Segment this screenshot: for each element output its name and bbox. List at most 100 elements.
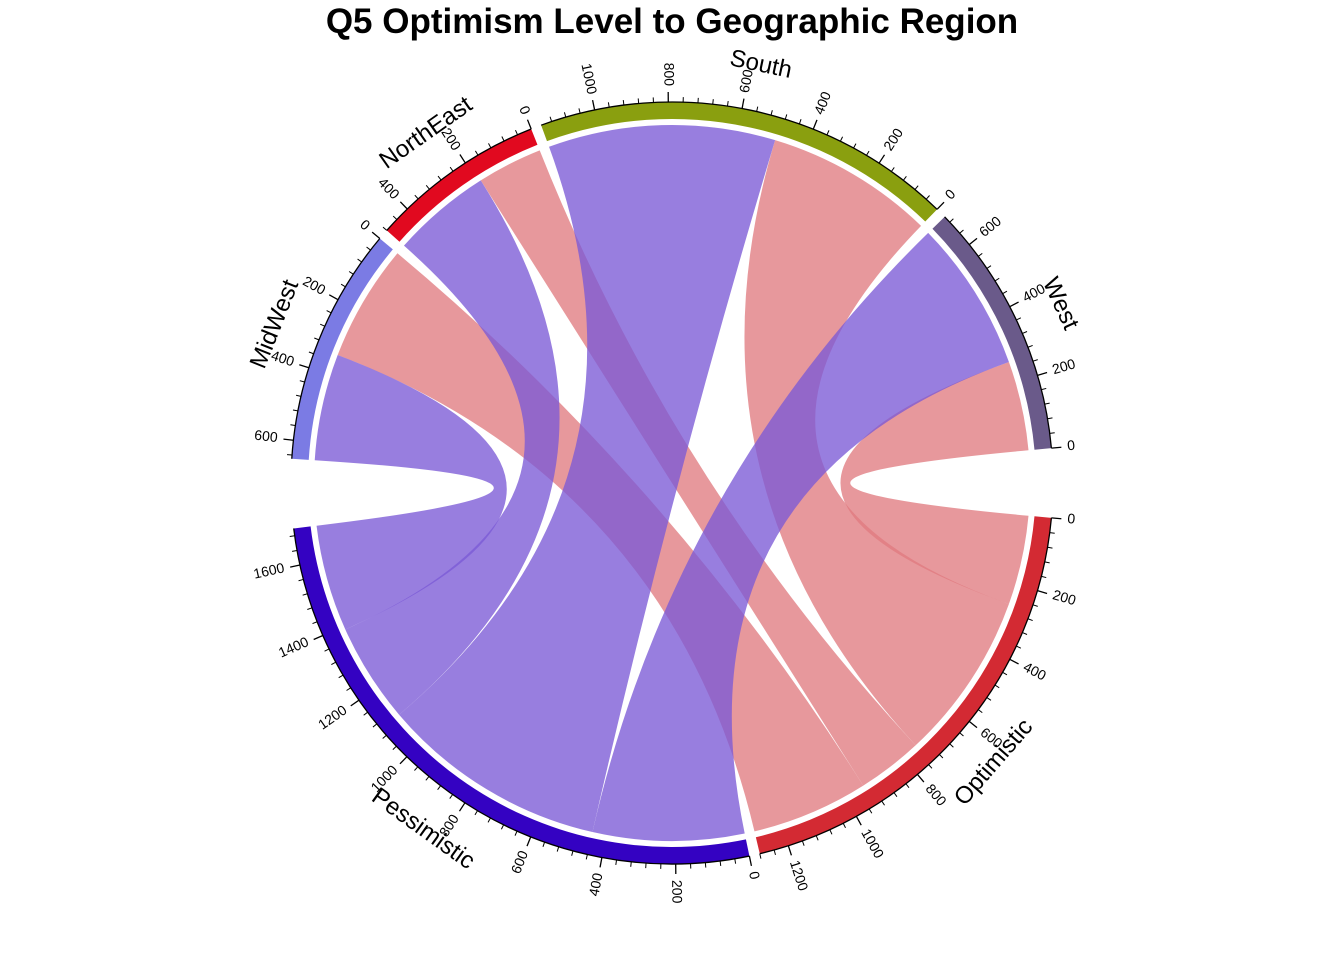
minor-tick-pessimistic xyxy=(338,674,344,679)
minor-tick-west xyxy=(1002,290,1008,295)
sector-arc-optimistic xyxy=(755,516,1052,854)
minor-tick-northeast xyxy=(515,129,518,135)
tick-label-west: 0 xyxy=(1066,437,1075,454)
link-pessimistic-to-west xyxy=(592,232,1009,841)
tick-label-pessimistic: 400 xyxy=(586,871,606,897)
major-tick-pessimistic xyxy=(599,857,603,868)
sector-axis-south xyxy=(540,101,938,210)
major-tick-northeast xyxy=(459,154,466,164)
minor-tick-pessimistic xyxy=(346,687,352,691)
major-tick-optimistic xyxy=(916,773,925,783)
link-pessimistic-to-midwest xyxy=(314,355,507,630)
major-tick-west xyxy=(1051,446,1062,449)
minor-tick-midwest xyxy=(357,258,362,263)
minor-tick-pessimistic xyxy=(425,776,430,781)
minor-tick-west xyxy=(986,265,992,269)
minor-tick-optimistic xyxy=(815,835,819,841)
minor-tick-midwest xyxy=(295,394,302,397)
major-tick-pessimistic xyxy=(458,802,466,812)
sector-axis-west xyxy=(944,216,1053,449)
minor-tick-south xyxy=(839,136,844,142)
minor-tick-south xyxy=(902,176,907,181)
minor-tick-pessimistic xyxy=(414,766,419,771)
tick-label-pessimistic: 0 xyxy=(746,870,763,881)
minor-tick-west xyxy=(1044,402,1050,405)
minor-tick-northeast xyxy=(425,185,430,190)
sector-label-midwest: MidWest xyxy=(245,276,305,373)
tick-label-midwest: 600 xyxy=(254,427,279,446)
tick-label-south: 600 xyxy=(736,68,756,94)
minor-tick-west xyxy=(1016,317,1022,321)
minor-tick-pessimistic xyxy=(372,723,378,728)
minor-tick-west xyxy=(959,229,964,234)
minor-tick-pessimistic xyxy=(571,850,574,856)
tick-label-south: 0 xyxy=(942,186,959,203)
major-tick-pessimistic xyxy=(350,699,360,707)
minor-tick-northeast xyxy=(382,226,388,231)
minor-tick-pessimistic xyxy=(289,535,295,537)
minor-tick-pessimistic xyxy=(307,607,313,610)
major-tick-optimistic xyxy=(787,845,793,856)
sector-axis-pessimistic xyxy=(293,528,750,865)
minor-tick-west xyxy=(1047,417,1053,420)
chart-title: Q5 Optimism Level to Geographic Region xyxy=(325,2,1019,41)
minor-tick-pessimistic xyxy=(615,859,618,865)
minor-tick-optimistic xyxy=(977,709,983,714)
minor-tick-optimistic xyxy=(1016,645,1022,649)
minor-tick-optimistic xyxy=(893,792,898,797)
minor-tick-optimistic xyxy=(1041,575,1047,579)
tick-label-south: 1000 xyxy=(578,62,600,96)
minor-tick-south xyxy=(549,116,553,122)
tick-label-midwest: 0 xyxy=(357,216,373,233)
minor-tick-pessimistic xyxy=(392,745,397,750)
major-tick-optimistic xyxy=(968,720,978,729)
sector-axis-optimistic xyxy=(759,517,1053,855)
major-tick-pessimistic xyxy=(526,836,532,847)
major-tick-midwest xyxy=(283,438,294,441)
minor-tick-optimistic xyxy=(801,840,805,846)
major-tick-pessimistic xyxy=(313,634,324,641)
minor-tick-midwest xyxy=(308,351,314,355)
sector-arc-west xyxy=(932,216,1052,450)
minor-tick-south xyxy=(914,185,919,190)
minor-tick-optimistic xyxy=(1047,546,1053,549)
minor-tick-optimistic xyxy=(939,754,944,759)
minor-tick-pessimistic xyxy=(324,648,330,652)
major-tick-west xyxy=(1037,371,1048,376)
major-tick-midwest xyxy=(371,231,381,239)
minor-tick-west xyxy=(1027,344,1033,348)
minor-tick-midwest xyxy=(290,424,296,427)
major-tick-optimistic xyxy=(1051,517,1062,520)
sector-arc-midwest xyxy=(291,238,393,460)
major-tick-south xyxy=(812,119,818,130)
minor-tick-west xyxy=(1022,331,1028,334)
tick-label-pessimistic: 200 xyxy=(669,880,685,904)
minor-tick-northeast xyxy=(414,194,419,200)
minor-tick-south xyxy=(607,102,610,108)
minor-tick-pessimistic xyxy=(719,860,722,866)
minor-tick-pessimistic xyxy=(292,549,298,552)
minor-tick-south xyxy=(622,100,625,106)
tick-label-south: 200 xyxy=(880,125,906,153)
minor-tick-midwest xyxy=(340,283,346,288)
tick-label-pessimistic: 1600 xyxy=(252,559,286,581)
major-tick-south xyxy=(741,98,745,109)
minor-tick-south xyxy=(756,106,759,112)
minor-tick-optimistic xyxy=(986,697,992,701)
minor-tick-south xyxy=(925,195,930,200)
minor-tick-west xyxy=(1032,359,1038,362)
minor-tick-optimistic xyxy=(1032,604,1038,607)
minor-tick-optimistic xyxy=(1049,532,1055,534)
minor-tick-south xyxy=(563,112,567,118)
tick-label-optimistic: 400 xyxy=(1021,659,1049,684)
minor-tick-northeast xyxy=(449,166,454,172)
minor-tick-midwest xyxy=(314,337,320,341)
minor-tick-south xyxy=(770,110,773,116)
minor-tick-northeast xyxy=(392,215,398,220)
major-tick-pessimistic xyxy=(399,756,408,765)
minor-tick-midwest xyxy=(292,409,298,412)
major-tick-optimistic xyxy=(1009,658,1019,665)
tick-label-northeast: 0 xyxy=(516,103,534,116)
tick-label-optimistic: 1200 xyxy=(787,858,812,893)
